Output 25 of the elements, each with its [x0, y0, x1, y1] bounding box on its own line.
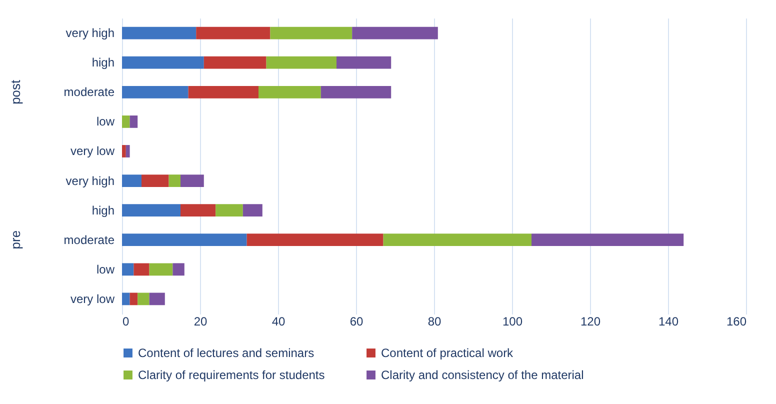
x-tick-label: 40	[272, 314, 286, 328]
legend-label: Clarity of requirements for students	[138, 368, 325, 382]
x-tick-label: 80	[428, 314, 442, 328]
x-tick-label: 120	[580, 314, 601, 328]
y-tick-label: moderate	[64, 85, 115, 100]
y-tick-label: high	[92, 203, 114, 218]
x-tick-label: 100	[502, 314, 523, 328]
x-tick-label: 140	[658, 314, 679, 328]
legend-label: Content of practical work	[381, 346, 514, 360]
y-tick-label: moderate	[64, 232, 115, 247]
x-tick-label: 60	[350, 314, 364, 328]
y-tick-label: very low	[70, 292, 115, 306]
y-tick-label: high	[92, 56, 114, 70]
y-tick-label: low	[96, 114, 115, 129]
y-tick-label: very low	[70, 144, 115, 158]
x-tick-label: 0	[122, 314, 130, 328]
x-tick-label: 20	[194, 314, 208, 328]
y-tick-label: very high	[66, 26, 114, 40]
y-tick-label: very high	[66, 174, 114, 188]
y-tick-label: low	[96, 262, 115, 276]
legend-label: Clarity and consistency of the material	[381, 368, 584, 382]
text: post	[8, 79, 23, 104]
x-tick-label: 160	[726, 314, 747, 328]
legend-label: Content of lectures and seminars	[138, 346, 314, 360]
text: pre	[8, 230, 23, 250]
